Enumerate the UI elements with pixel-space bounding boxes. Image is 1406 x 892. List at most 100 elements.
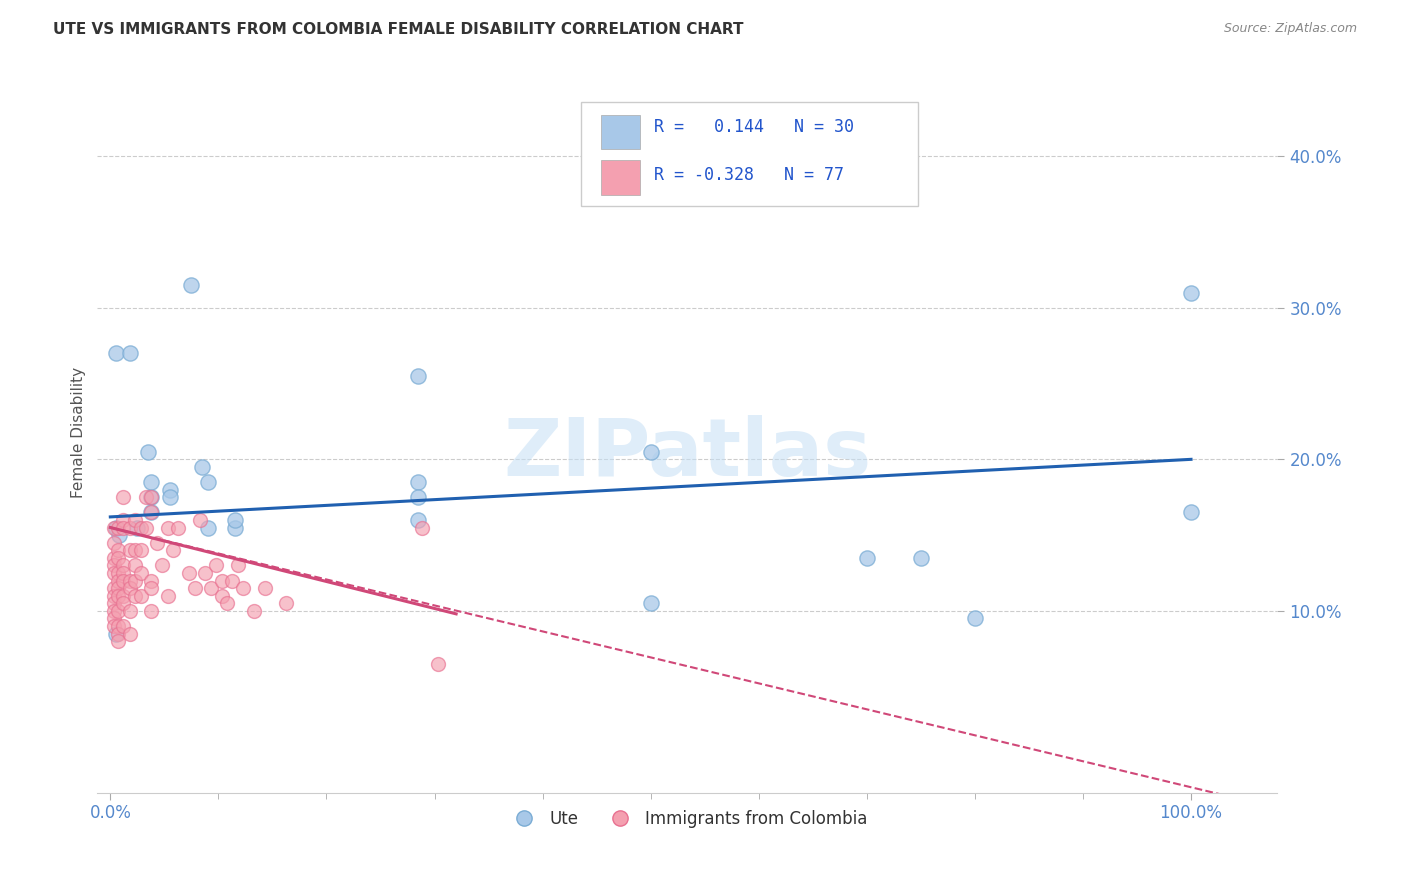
Point <box>910 550 932 565</box>
Point <box>129 566 152 580</box>
Point <box>221 574 243 588</box>
Point <box>112 513 135 527</box>
Point <box>118 520 141 534</box>
Text: R =   0.144   N = 30: R = 0.144 N = 30 <box>654 118 855 136</box>
Point <box>224 513 246 527</box>
Point <box>124 543 146 558</box>
Point <box>640 444 662 458</box>
Point <box>159 483 181 497</box>
FancyBboxPatch shape <box>602 161 640 194</box>
Point <box>103 604 125 618</box>
Point <box>856 550 879 565</box>
FancyBboxPatch shape <box>602 114 640 149</box>
Point <box>124 558 146 573</box>
Point <box>640 596 662 610</box>
Point <box>118 581 141 595</box>
Point <box>107 581 129 595</box>
Point <box>141 490 163 504</box>
Point <box>118 626 141 640</box>
Point <box>191 459 214 474</box>
Point <box>112 596 135 610</box>
Point <box>129 589 152 603</box>
Point <box>107 589 129 603</box>
Point <box>107 634 129 648</box>
Point <box>156 520 179 534</box>
Point <box>135 520 157 534</box>
Point <box>215 596 238 610</box>
Point <box>780 187 803 202</box>
Point <box>107 626 129 640</box>
Point <box>107 604 129 618</box>
Point <box>112 558 135 573</box>
Point <box>141 574 163 588</box>
Point <box>103 566 125 580</box>
Point <box>162 543 184 558</box>
Point <box>150 558 173 573</box>
Point <box>426 657 449 671</box>
Point <box>103 550 125 565</box>
Point <box>232 581 254 595</box>
Point <box>408 475 430 489</box>
Point <box>411 520 433 534</box>
Point <box>188 513 211 527</box>
Point <box>141 581 163 595</box>
Point <box>118 574 141 588</box>
Point <box>408 513 430 527</box>
Point <box>124 513 146 527</box>
Point <box>224 520 246 534</box>
Point <box>112 589 135 603</box>
Point <box>104 520 127 534</box>
Point <box>226 558 249 573</box>
Point <box>129 520 152 534</box>
Point <box>141 475 163 489</box>
Point <box>194 566 217 580</box>
Point <box>112 619 135 633</box>
Point <box>180 278 202 293</box>
Point <box>104 626 127 640</box>
Point <box>118 543 141 558</box>
Point <box>159 490 181 504</box>
Point <box>141 490 163 504</box>
Point <box>167 520 190 534</box>
Point <box>107 520 129 534</box>
Text: Source: ZipAtlas.com: Source: ZipAtlas.com <box>1223 22 1357 36</box>
Point <box>124 589 146 603</box>
Point <box>118 604 141 618</box>
Point <box>211 574 233 588</box>
Y-axis label: Female Disability: Female Disability <box>72 368 86 499</box>
Point <box>118 346 141 360</box>
Point <box>243 604 266 618</box>
Point <box>253 581 276 595</box>
Point <box>103 520 125 534</box>
Point <box>103 596 125 610</box>
Point <box>108 528 131 542</box>
Point <box>146 535 169 549</box>
Text: ZIPatlas: ZIPatlas <box>503 416 872 493</box>
Point <box>103 619 125 633</box>
Point <box>183 581 205 595</box>
Point <box>408 490 430 504</box>
Point <box>1180 285 1202 300</box>
Point <box>179 566 201 580</box>
Point <box>103 558 125 573</box>
Point <box>103 535 125 549</box>
Point <box>408 369 430 384</box>
Point <box>136 444 159 458</box>
Point <box>141 604 163 618</box>
Point <box>135 490 157 504</box>
Point <box>127 520 149 534</box>
Point <box>112 490 135 504</box>
Point <box>129 543 152 558</box>
Point <box>107 574 129 588</box>
Text: R = -0.328   N = 77: R = -0.328 N = 77 <box>654 166 845 185</box>
Point <box>141 505 163 519</box>
Point <box>112 566 135 580</box>
Point <box>103 581 125 595</box>
Point <box>107 619 129 633</box>
Text: UTE VS IMMIGRANTS FROM COLOMBIA FEMALE DISABILITY CORRELATION CHART: UTE VS IMMIGRANTS FROM COLOMBIA FEMALE D… <box>53 22 744 37</box>
FancyBboxPatch shape <box>581 102 918 206</box>
Point <box>104 346 127 360</box>
Point <box>211 589 233 603</box>
Point <box>107 543 129 558</box>
Point <box>276 596 298 610</box>
